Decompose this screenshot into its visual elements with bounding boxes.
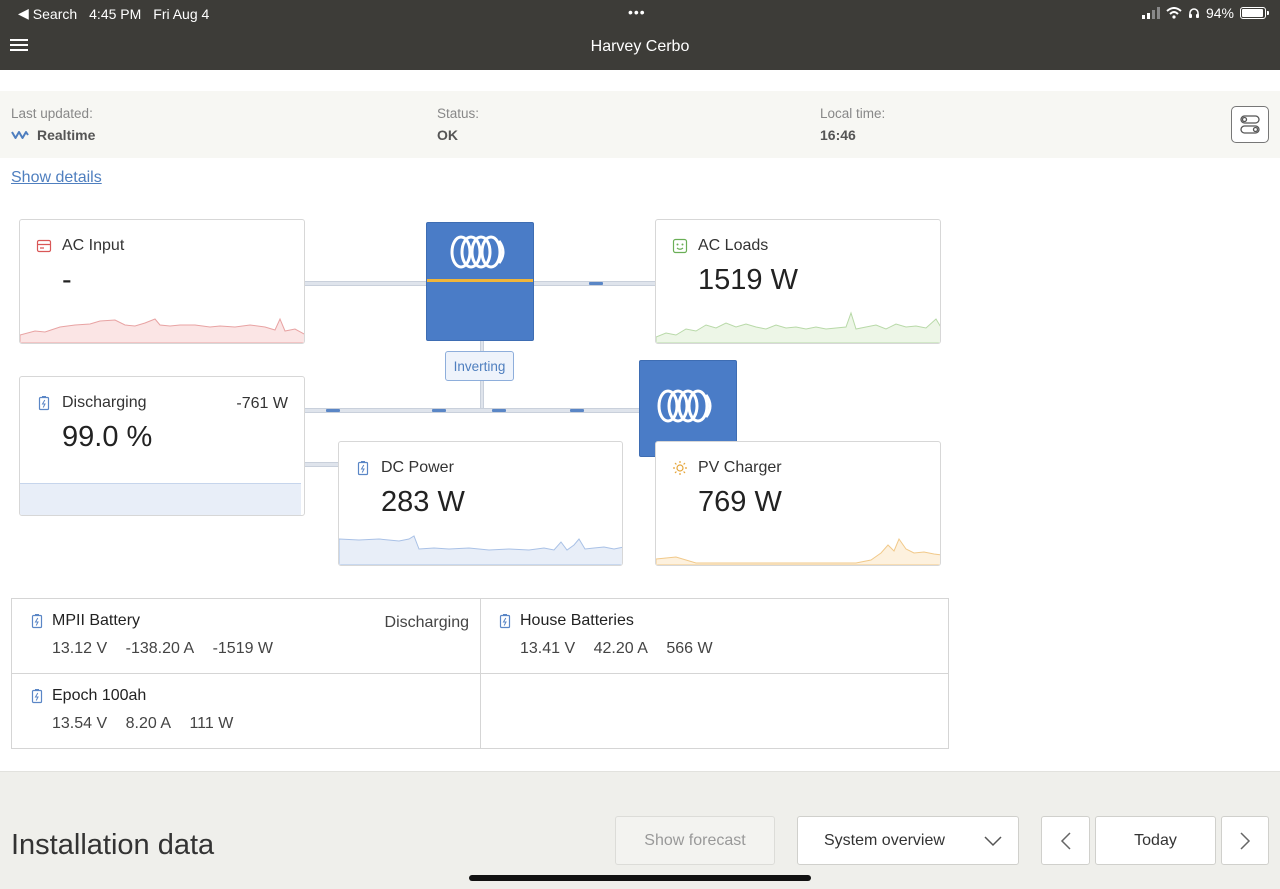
battery-percent: 94% [1205,5,1234,21]
local-time-value: 16:46 [820,127,856,143]
wire-ac-input [304,281,426,286]
battery-current: 42.20 A [593,640,648,657]
battery-icon [31,614,43,629]
battery-soc-value: 99.0 % [62,421,153,453]
battery-current: -138.20 A [125,640,195,657]
toggle-switches-icon [1240,115,1260,134]
ac-loads-value: 1519 W [698,264,798,296]
flow-dot [492,409,506,412]
last-updated: Last updated: Realtime [11,106,96,143]
battery-row[interactable]: House Batteries 13.41 V 42.20 A 566 W [480,599,948,673]
ios-status-bar: ◀ Search 4:45 PM Fri Aug 4 ••• 94% [0,0,1280,26]
chevron-down-icon [984,836,1002,847]
flow-dot [326,409,340,412]
today-button[interactable]: Today [1095,816,1216,865]
mppt-solar-charger[interactable] [639,360,737,457]
show-details-link[interactable]: Show details [11,169,102,186]
victron-logo-icon [450,235,505,269]
info-bar: Last updated: Realtime Status: OK Local … [0,91,1280,158]
next-period-button[interactable] [1221,816,1269,865]
status-value: OK [437,127,458,143]
battery-soc-bar [20,483,302,515]
view-select-value: System overview [824,831,945,849]
ac-passthrough-line [427,279,533,282]
pv-charger-card[interactable]: PV Charger 769 W [655,441,941,566]
wire-dc-power [304,462,338,467]
page-title: Harvey Cerbo [590,38,690,55]
battery-power: 566 W [666,640,713,657]
battery-name: House Batteries [520,612,634,629]
ac-input-label: AC Input [62,237,125,254]
battery-icon [499,614,511,629]
wire-dc-bus [304,408,639,413]
battery-power-value: -761 W [236,395,288,412]
previous-period-button[interactable] [1041,816,1090,865]
battery-current: 8.20 A [125,715,171,732]
flow-dot [570,409,584,412]
ac-input-value: - [62,264,72,296]
ac-loads-label: AC Loads [698,237,769,254]
battery-icon [31,689,43,704]
last-updated-value: Realtime [37,127,96,143]
battery-state-label: Discharging [62,394,147,411]
battery-icon [38,396,50,411]
show-forecast-button[interactable]: Show forecast [615,816,775,865]
dc-power-label: DC Power [381,459,454,476]
battery-voltage: 13.12 V [52,640,108,657]
dc-power-card[interactable]: DC Power 283 W [338,441,623,566]
back-to-search-link[interactable]: ◀ Search [18,5,77,22]
dc-power-value: 283 W [381,486,465,518]
flow-dot [589,282,603,285]
battery-power: 111 W [189,715,234,732]
chevron-right-icon [1240,831,1251,850]
victron-logo-icon [657,389,712,423]
pv-charger-sparkline [656,537,940,565]
flow-dot [432,409,446,412]
inverter-state-badge: Inverting [445,351,514,381]
cellular-signal-icon [1141,7,1160,19]
battery-row[interactable]: Epoch 100ah 13.54 V 8.20 A 111 W [12,674,480,748]
section-heading: Installation data [11,829,215,861]
battery-power: -1519 W [212,640,274,657]
grid-tower-icon [36,239,52,253]
battery-icon [1240,7,1269,19]
hamburger-menu-icon[interactable] [10,36,32,58]
battery-icon [357,461,369,476]
ac-input-sparkline [20,317,304,343]
battery-state: Discharging [384,614,469,631]
home-indicator[interactable] [469,875,811,881]
ac-loads-sparkline [656,311,940,343]
multiplus-inverter[interactable] [426,222,534,341]
ac-input-card[interactable]: AC Input - [19,219,305,344]
realtime-wave-icon [11,131,29,139]
ac-loads-card[interactable]: AC Loads 1519 W [655,219,941,344]
battery-row[interactable]: MPII Battery Discharging 13.12 V -138.20… [12,599,480,673]
sun-icon [673,461,687,475]
local-time: Local time: 16:46 [820,106,886,143]
installation-data-section: Installation data Show forecast System o… [0,771,1280,889]
pv-charger-value: 769 W [698,486,782,518]
back-label: Search [32,5,78,22]
pv-charger-label: PV Charger [698,459,782,476]
chevron-left-icon [1060,831,1071,850]
battery-voltage: 13.54 V [52,715,108,732]
view-select-dropdown[interactable]: System overview [797,816,1019,865]
battery-name: Epoch 100ah [52,687,147,704]
battery-card[interactable]: Discharging -761 W 99.0 % [19,376,305,516]
dc-power-sparkline [339,535,622,565]
app-header: Harvey Cerbo [0,26,1280,70]
battery-voltage: 13.41 V [520,640,576,657]
clock: 4:45 PM [89,5,142,22]
view-toggle-button[interactable] [1231,106,1269,143]
status: Status: OK [437,106,480,143]
multitasking-dots-icon[interactable]: ••• [628,4,646,20]
headphones-icon [1188,8,1199,18]
date: Fri Aug 4 [153,5,210,22]
battery-monitor-table: MPII Battery Discharging 13.12 V -138.20… [11,598,949,749]
back-triangle-icon: ◀ [18,5,29,21]
wifi-icon [1166,7,1182,19]
battery-name: MPII Battery [52,612,141,629]
outlet-icon [672,238,688,254]
table-divider-horizontal [12,673,948,674]
